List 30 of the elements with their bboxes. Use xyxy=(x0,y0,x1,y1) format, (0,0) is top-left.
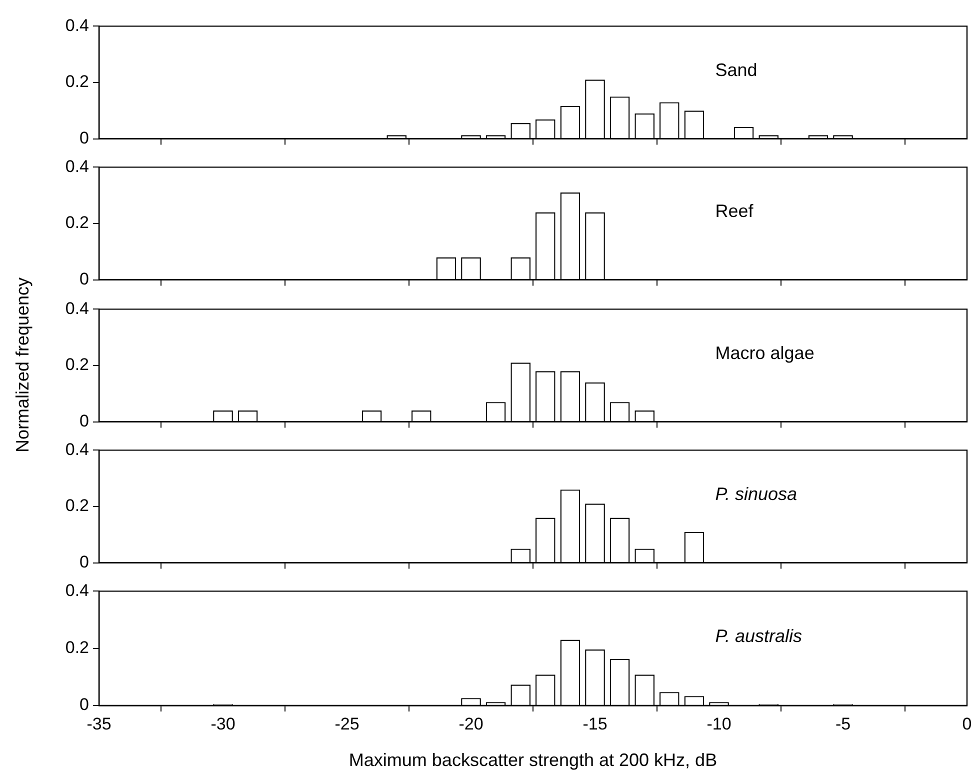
y-tick-label: 0 xyxy=(80,128,89,148)
annotation: P. sinuosa xyxy=(715,484,798,504)
x-tick-label: 0 xyxy=(962,714,972,734)
y-tick-label: 0.4 xyxy=(65,157,89,176)
y-tick-label: 0.2 xyxy=(65,354,89,374)
x-tick-label: -10 xyxy=(706,714,732,734)
x-tick-label: -5 xyxy=(835,714,851,734)
x-tick-label: -30 xyxy=(210,714,236,734)
y-tick-label: 0.4 xyxy=(65,440,89,459)
y-tick-label: 0.2 xyxy=(65,496,89,516)
y-tick-label: 0 xyxy=(80,270,89,289)
x-tick-label: -15 xyxy=(582,714,608,734)
x-tick-label: -25 xyxy=(334,714,360,734)
y-tick-label: 0.4 xyxy=(65,581,89,600)
x-tick-label: -35 xyxy=(86,714,112,734)
y-tick-label: 0.4 xyxy=(65,16,89,35)
y-tick-label: 0 xyxy=(80,552,89,572)
y-tick-label: 0.4 xyxy=(65,298,89,318)
annotation: P. australis xyxy=(715,626,802,646)
y-axis-title: Normalized frequency xyxy=(12,277,32,452)
y-tick-label: 0 xyxy=(80,695,89,714)
y-tick-label: 0.2 xyxy=(65,72,89,92)
annotation: Reef xyxy=(715,202,754,222)
y-tick-label: 0 xyxy=(80,411,89,430)
y-tick-label: 0.2 xyxy=(65,213,89,232)
annotation: Macro algae xyxy=(715,342,814,363)
x-tick-label: -20 xyxy=(458,714,484,734)
y-tick-label: 0.2 xyxy=(65,638,89,658)
x-axis-title: Maximum backscatter strength at 200 kHz, dB xyxy=(348,750,718,770)
annotation: Sand xyxy=(715,60,758,80)
